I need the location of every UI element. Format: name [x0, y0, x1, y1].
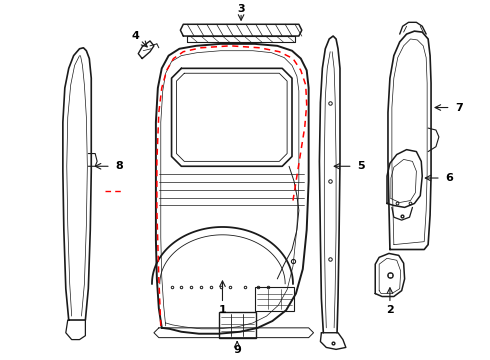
Text: 5: 5 — [358, 161, 365, 171]
Text: 4: 4 — [131, 31, 139, 41]
Text: 2: 2 — [386, 305, 394, 315]
Text: 3: 3 — [237, 4, 245, 14]
Text: 7: 7 — [456, 103, 463, 113]
Text: 6: 6 — [446, 173, 454, 183]
Bar — [255, 287, 294, 311]
Text: 8: 8 — [116, 161, 123, 171]
Text: 1: 1 — [219, 305, 226, 315]
Text: 9: 9 — [233, 345, 241, 355]
Bar — [219, 312, 256, 338]
